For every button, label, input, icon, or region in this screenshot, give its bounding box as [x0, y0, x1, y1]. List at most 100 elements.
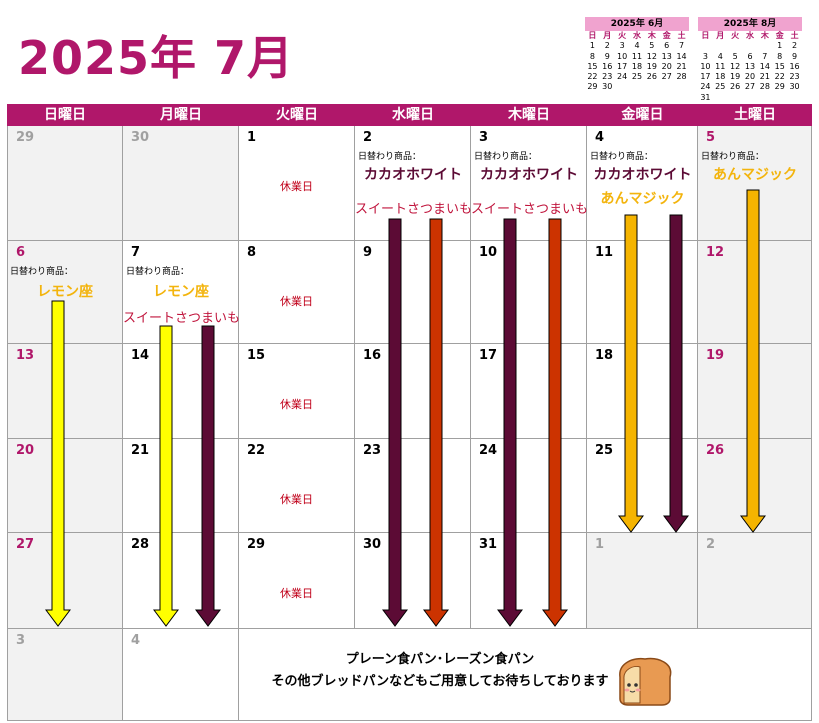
mini-day[interactable]: 3 [619, 41, 625, 51]
mini-day[interactable]: 30 [602, 82, 613, 92]
mini-day[interactable]: 7 [762, 51, 768, 61]
mini-day[interactable]: 14 [759, 61, 770, 71]
mini-day[interactable]: 11 [715, 61, 726, 71]
day-cell[interactable]: 25 [587, 439, 698, 533]
day-cell[interactable]: 29 [7, 126, 123, 241]
mini-day[interactable]: 13 [744, 61, 756, 71]
mini-day[interactable]: 21 [676, 61, 687, 71]
mini-day[interactable]: 30 [789, 82, 800, 92]
mini-day[interactable]: 4 [717, 51, 723, 61]
day-cell[interactable]: 22 休業日 [239, 439, 355, 533]
product-sweet-potato: スイートさつまいも [471, 202, 589, 217]
mini-day[interactable]: 29 [774, 82, 785, 92]
mini-day[interactable]: 16 [602, 61, 613, 71]
mini-day[interactable]: 18 [631, 61, 643, 71]
weekday-header: 日曜日 [7, 104, 123, 126]
mini-day[interactable]: 11 [631, 51, 643, 61]
mini-day[interactable]: 27 [661, 72, 672, 82]
mini-day[interactable]: 31 [700, 92, 711, 102]
day-cell[interactable]: 1 休業日 [239, 126, 355, 241]
mini-day[interactable]: 23 [789, 72, 800, 82]
mini-day[interactable]: 21 [759, 72, 770, 82]
mini-day[interactable]: 24 [617, 72, 628, 82]
closed-day-label: 休業日 [280, 295, 313, 308]
day-cell[interactable]: 17 [471, 344, 587, 439]
mini-day[interactable]: 10 [617, 51, 628, 61]
mini-day[interactable]: 1 [777, 41, 783, 51]
day-cell[interactable]: 10 [471, 241, 587, 344]
day-cell[interactable]: 29 休業日 [239, 533, 355, 629]
day-cell[interactable]: 16 [355, 344, 471, 439]
mini-day[interactable]: 12 [730, 61, 741, 71]
day-cell[interactable]: 23 [355, 439, 471, 533]
day-cell[interactable]: 31 [471, 533, 587, 629]
product-lemon: レモン座 [37, 284, 93, 300]
mini-day[interactable]: 10 [700, 61, 711, 71]
mini-day[interactable]: 6 [664, 41, 670, 51]
mini-day[interactable]: 19 [730, 72, 741, 82]
mini-day[interactable]: 12 [646, 51, 657, 61]
mini-day[interactable]: 5 [732, 51, 738, 61]
day-cell[interactable]: 15 休業日 [239, 344, 355, 439]
mini-day[interactable]: 26 [730, 82, 741, 92]
day-cell[interactable]: 24 [471, 439, 587, 533]
mini-day[interactable]: 16 [789, 61, 800, 71]
day-cell[interactable]: 11 [587, 241, 698, 344]
mini-day[interactable]: 22 [587, 72, 598, 82]
mini-day[interactable]: 14 [676, 51, 687, 61]
day-cell[interactable]: 20 [7, 439, 123, 533]
mini-day[interactable]: 23 [602, 72, 613, 82]
mini-day[interactable]: 28 [676, 72, 687, 82]
mini-day[interactable]: 20 [744, 72, 756, 82]
mini-day[interactable]: 22 [774, 72, 785, 82]
mini-day[interactable]: 18 [715, 72, 726, 82]
day-cell[interactable]: 1 [587, 533, 698, 629]
day-cell[interactable]: 9 [355, 241, 471, 344]
mini-day[interactable]: 29 [587, 82, 598, 92]
mini-day[interactable]: 20 [661, 61, 672, 71]
mini-day[interactable]: 25 [631, 72, 643, 82]
day-cell[interactable]: 3 [471, 126, 587, 241]
day-cell[interactable]: 2 [355, 126, 471, 241]
mini-day[interactable]: 24 [700, 82, 711, 92]
mini-day[interactable]: 15 [774, 61, 785, 71]
mini-day[interactable]: 26 [646, 72, 657, 82]
mini-day[interactable]: 27 [744, 82, 756, 92]
day-cell[interactable]: 7 [123, 241, 239, 344]
day-cell[interactable]: 28 [123, 533, 239, 629]
day-cell[interactable]: 30 [123, 126, 239, 241]
day-cell[interactable]: 6 [7, 241, 123, 344]
mini-day[interactable]: 17 [617, 61, 628, 71]
mini-day[interactable]: 15 [587, 61, 598, 71]
day-cell[interactable]: 8 休業日 [239, 241, 355, 344]
day-cell[interactable]: 21 [123, 439, 239, 533]
day-cell[interactable]: 4 [123, 629, 239, 721]
duration-arrow [423, 218, 449, 627]
mini-day[interactable]: 2 [792, 41, 798, 51]
mini-day[interactable]: 19 [646, 61, 657, 71]
day-cell[interactable]: 3 [7, 629, 123, 721]
mini-day[interactable]: 3 [702, 51, 708, 61]
mini-blank [713, 41, 728, 51]
mini-day[interactable]: 1 [589, 41, 595, 51]
daily-item-label: 日替わり商品： [358, 152, 422, 162]
mini-day[interactable]: 17 [700, 72, 711, 82]
day-cell[interactable]: 2 [698, 533, 812, 629]
day-cell[interactable]: 14 [123, 344, 239, 439]
mini-day[interactable]: 8 [589, 51, 595, 61]
mini-day[interactable]: 13 [661, 51, 672, 61]
mini-day[interactable]: 8 [777, 51, 783, 61]
mini-day[interactable]: 4 [634, 41, 640, 51]
mini-day[interactable]: 6 [747, 51, 753, 61]
mini-day[interactable]: 9 [792, 51, 798, 61]
day-cell[interactable]: 4 [587, 126, 698, 241]
day-cell[interactable]: 18 [587, 344, 698, 439]
day-cell[interactable]: 13 [7, 344, 123, 439]
mini-day[interactable]: 25 [715, 82, 726, 92]
mini-day[interactable]: 2 [604, 41, 610, 51]
day-cell[interactable]: 30 [355, 533, 471, 629]
mini-day[interactable]: 5 [649, 41, 655, 51]
mini-day[interactable]: 28 [759, 82, 770, 92]
mini-day[interactable]: 7 [679, 41, 685, 51]
mini-day[interactable]: 9 [604, 51, 610, 61]
